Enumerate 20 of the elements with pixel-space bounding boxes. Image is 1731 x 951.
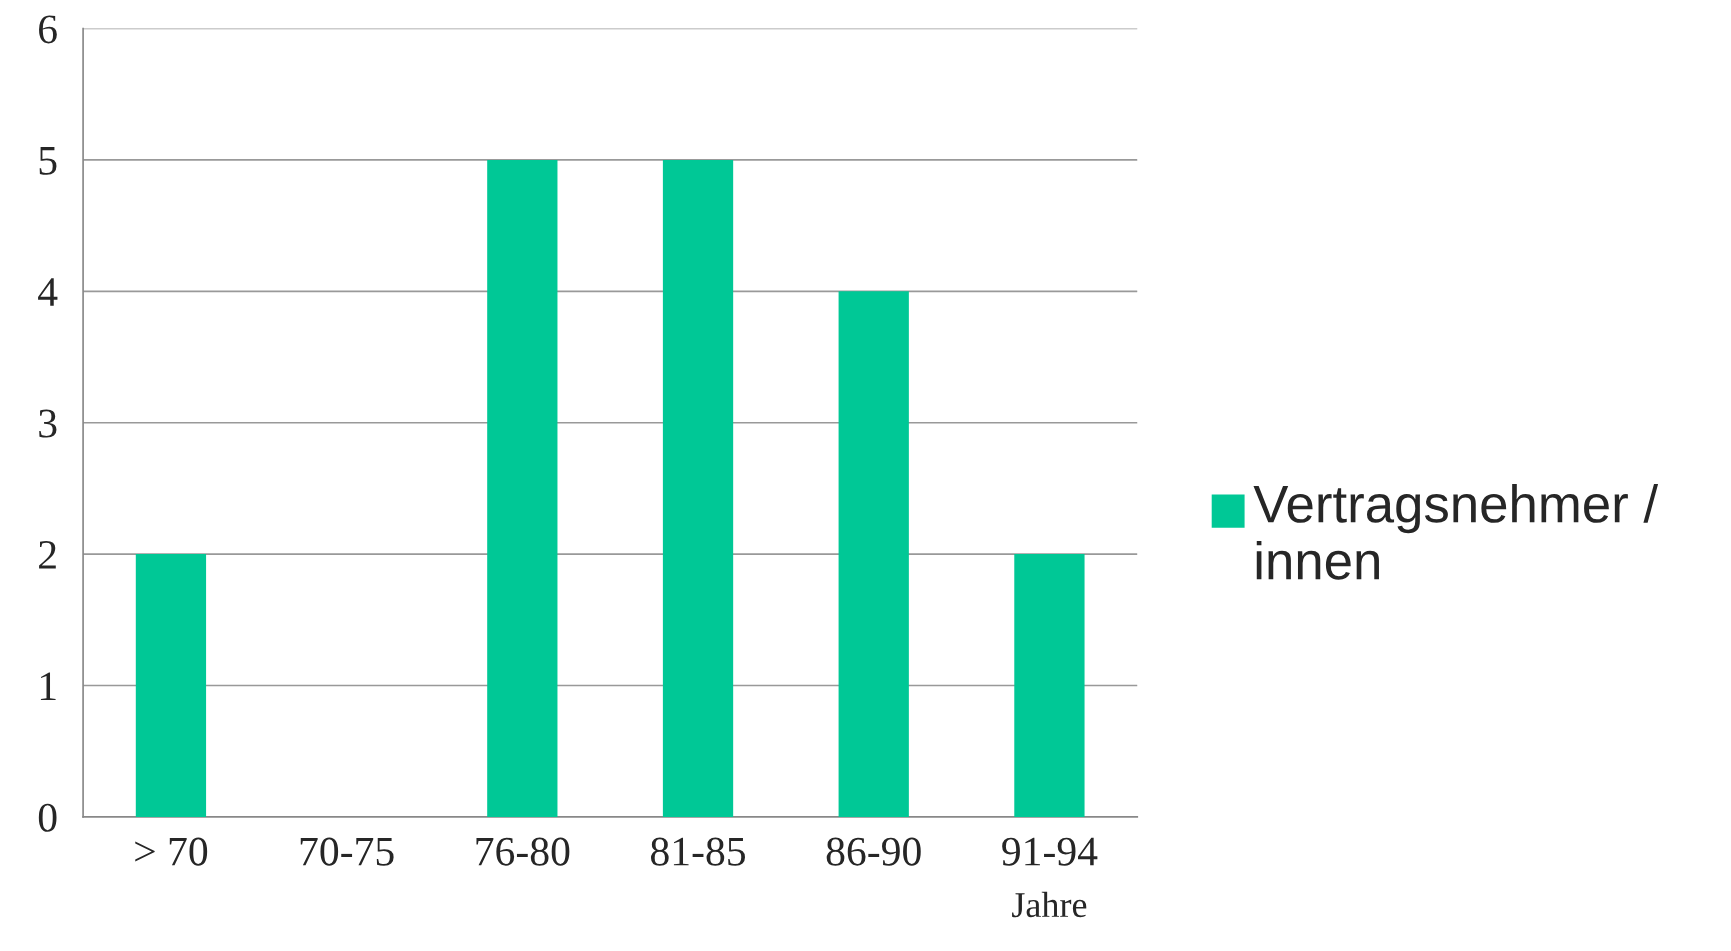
y-tick-label: 2 [39,540,56,569]
y-tick-label: 0 [38,803,57,832]
x-tick-label: 86-90 [826,837,921,866]
y-tick-label: 4 [38,278,58,306]
y-tick-label: 5 [39,147,57,175]
x-tick-label: 81-85 [651,837,745,866]
y-tick-label: 6 [39,15,57,44]
x-tick-label: > 70 [135,837,208,866]
y-tick-label: 3 [39,409,57,438]
legend-label: Vertragsnehmer / innen [1253,484,1659,580]
bar [838,291,909,817]
bar [1014,554,1085,817]
x-tick-label: 76-80 [476,837,570,866]
bar [135,554,207,817]
x-axis-title: Jahre [1012,891,1087,918]
bar [487,159,558,817]
bar [662,159,734,817]
y-tick-label: 1 [40,672,56,700]
x-tick-label: 70-75 [300,837,394,866]
x-tick-label: 91-94 [1002,837,1098,866]
